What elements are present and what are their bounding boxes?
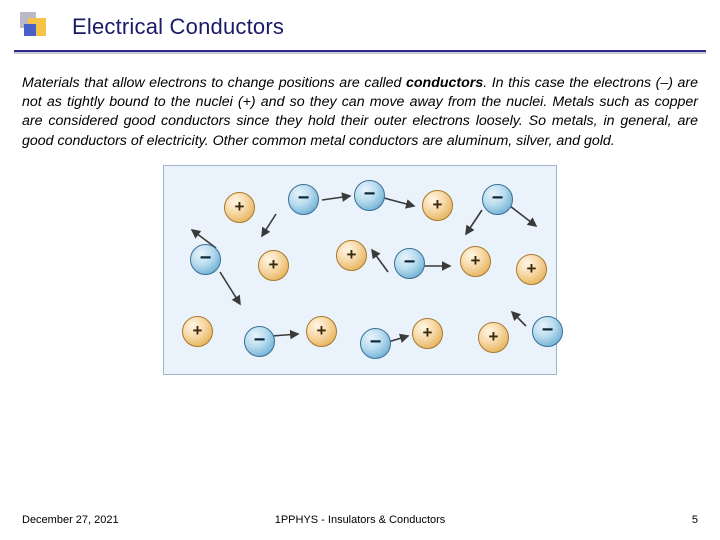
nucleus-particle — [478, 322, 509, 353]
nucleus-particle — [516, 254, 547, 285]
body-bold-conductors: conductors — [406, 75, 483, 91]
slide-bullet-icon — [18, 10, 54, 46]
nucleus-particle — [224, 192, 255, 223]
nucleus-particle — [258, 250, 289, 281]
electron-particle — [394, 248, 425, 279]
electron-particle — [354, 180, 385, 211]
electron-particle — [360, 328, 391, 359]
nucleus-particle — [336, 240, 367, 271]
nucleus-particle — [460, 246, 491, 277]
electron-particle — [532, 316, 563, 347]
nucleus-particle — [422, 190, 453, 221]
nucleus-particle — [412, 318, 443, 349]
title-underline — [14, 50, 706, 52]
electron-particle — [190, 244, 221, 275]
footer-page-number: 5 — [692, 514, 698, 526]
footer-date: December 27, 2021 — [22, 514, 119, 526]
nucleus-particle — [182, 316, 213, 347]
nucleus-particle — [306, 316, 337, 347]
footer-center: 1PPHYS - Insulators & Conductors — [275, 514, 446, 526]
conductor-diagram — [163, 165, 557, 375]
slide-footer: December 27, 2021 1PPHYS - Insulators & … — [0, 514, 720, 526]
body-span-a: Materials that allow electrons to change… — [22, 75, 406, 91]
electron-particle — [244, 326, 275, 357]
body-paragraph: Materials that allow electrons to change… — [0, 52, 720, 151]
electron-particle — [482, 184, 513, 215]
electron-particle — [288, 184, 319, 215]
slide-title: Electrical Conductors — [72, 14, 720, 40]
